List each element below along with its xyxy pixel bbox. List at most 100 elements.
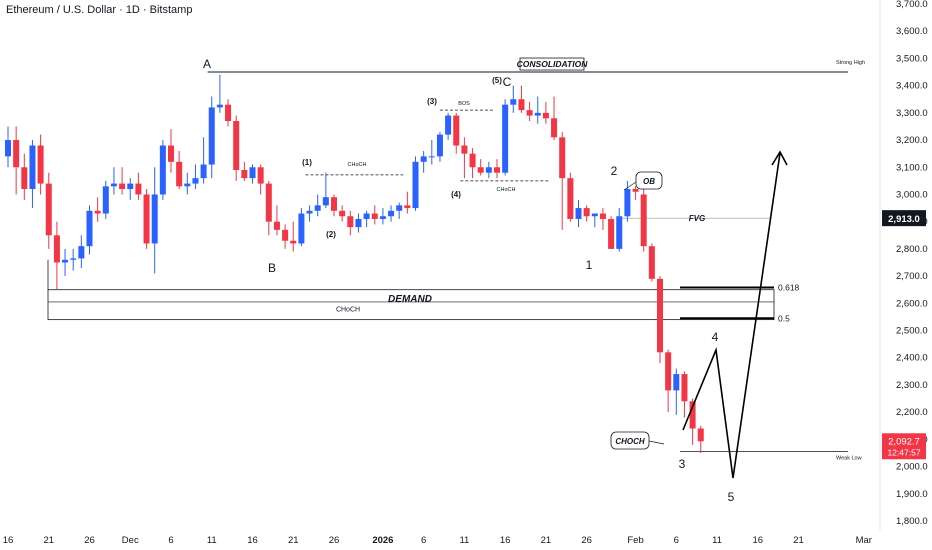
candle-body [119,183,126,190]
candle [388,205,395,222]
label-1: 1 [586,258,593,272]
candle-body [184,183,191,187]
y-tick-label: 2,300.0 [896,380,928,391]
candle [78,235,85,268]
candle [567,172,574,222]
candle-body [45,183,52,236]
candle-body [469,153,476,168]
x-tick-label: 6 [674,535,679,546]
last-price-badge [882,433,926,460]
candle [599,208,606,230]
candle-body [200,164,207,179]
x-tick-label: 21 [541,535,552,546]
candle-body [298,213,305,244]
candle [192,164,199,190]
candle-body [314,205,321,211]
y-tick-label: 3,400.0 [896,81,928,92]
countdown-text: 12:47:57 [887,447,920,457]
candle [70,248,77,271]
candle-body [681,374,688,402]
candle [420,150,427,173]
candle-body [176,161,183,187]
x-axis: 16 21 26 Dec 6 11 16 21 26 2026 6 11 16 21 26 Feb 6 11 16 2… [3,535,872,546]
candle [184,172,191,195]
candle-body [412,161,419,209]
annotations: CONSOLIDATION Strong High DEMAND CHoCH 0.618… [47,57,865,462]
candle [290,221,297,252]
candle-body [135,183,142,195]
candle [102,180,109,219]
x-tick-label: 11 [459,535,469,546]
candle-body [70,258,77,260]
x-tick-label: 6 [421,535,426,546]
candle [404,191,411,214]
candle-body [168,145,174,162]
label-w2: (2) [326,230,336,239]
candle-body [78,246,85,259]
label-b: B [268,261,276,275]
label-c5: (5) [492,76,502,85]
candle-body [673,374,680,391]
candle-body [339,210,346,217]
candle-body [575,208,582,219]
chart-title: Ethereum / U.S. Dollar · 1D · Bitstamp [6,4,193,16]
fib-618-label: 0.618 [778,283,800,293]
candle-body [290,240,297,244]
candle-body [62,259,69,263]
candle [306,205,313,222]
x-tick-label: 16 [3,535,14,546]
candle [62,248,69,277]
candle [298,208,305,247]
candle [86,205,93,255]
candle-body [567,178,574,219]
candle [494,159,500,179]
candle [159,140,166,200]
candle [648,243,655,282]
choch-box-label: CHOCH [615,437,645,446]
label-a: A [203,57,211,71]
candle [208,96,215,179]
candle [273,205,280,236]
candle [143,189,150,249]
candle [551,96,558,141]
x-tick-label: 26 [84,535,95,546]
candle [428,140,435,165]
candle [502,99,509,176]
demand-label: DEMAND [388,294,432,305]
candle-body [404,205,411,209]
candle-body [151,194,158,244]
candle-body [477,167,484,173]
candle [322,172,329,209]
label-4: 4 [712,330,719,344]
choch-small-label-1: CHoCH [348,162,367,168]
y-tick-label: 2,700.0 [896,271,928,282]
candle [534,96,541,124]
y-tick-label: 2,800.0 [896,244,928,255]
candle [469,148,476,179]
candle-body [159,145,166,195]
candle [575,199,582,228]
fib-5-label: 0.5 [778,313,790,323]
y-tick-label: 3,500.0 [896,53,928,64]
candle-body [257,167,264,184]
label-w3: (3) [427,97,437,106]
candle [355,213,362,233]
label-w1: (1) [302,158,312,167]
last-price-text: 2,092.7 [888,436,920,447]
candle [135,172,142,200]
candle-body [551,118,558,138]
y-tick-label: 1,800.0 [896,516,928,527]
y-tick-label: 3,100.0 [896,162,928,173]
x-tick-label: Feb [627,535,643,546]
x-tick-label: Dec [122,535,139,546]
candle [542,101,549,124]
candle [616,208,623,252]
candle [371,205,378,225]
candle [347,210,354,236]
candle-body [379,216,386,219]
candle-body [355,218,362,228]
candle [241,161,248,181]
candle [379,208,386,225]
candle-body [347,216,354,228]
